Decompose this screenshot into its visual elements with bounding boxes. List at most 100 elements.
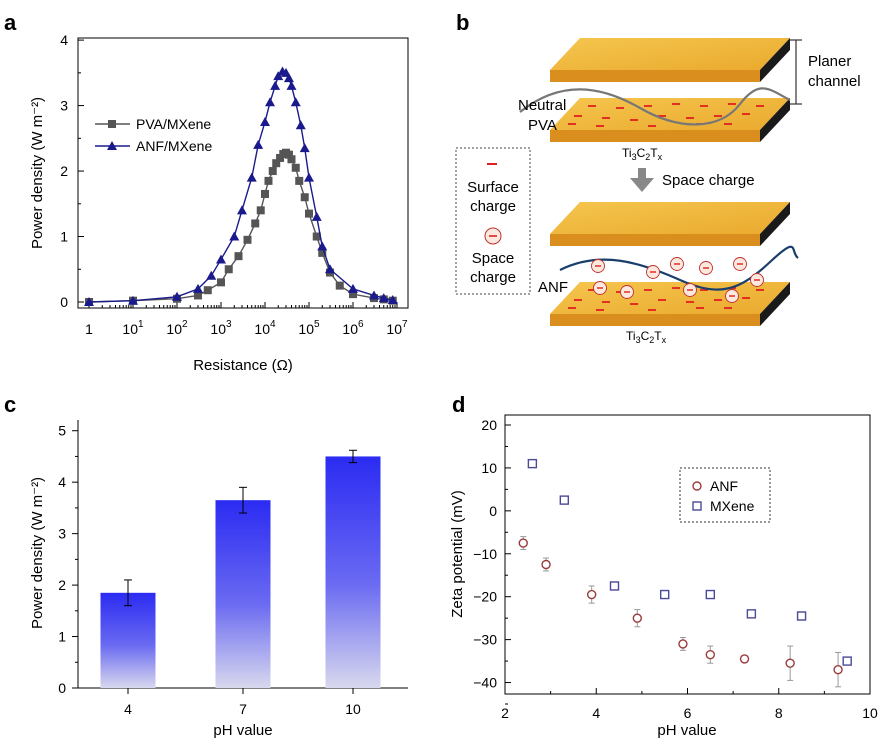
data-point-triangle [387,295,398,305]
x-tick-label: 10 [862,705,878,721]
bar-7 [215,500,271,688]
chart-a-xlabel: Resistance (Ω) [193,357,293,374]
x-tick-exponent: 7 [402,319,408,330]
data-point-square [217,278,225,287]
data-point-triangle [286,80,297,90]
data-point-triangle [378,293,389,303]
legend-marker-square [692,501,702,511]
data-point-triangle [206,270,217,280]
data-point-square [746,609,757,619]
data-point-square [203,286,212,295]
data-point-triangle [368,290,379,300]
y-tick-label: 2 [58,577,66,593]
y-tick-label: 0 [58,680,66,696]
y-tick-label: 1 [60,229,68,245]
y-tick-label: 1 [58,629,66,645]
chart-d-series [518,458,852,688]
y-tick-label: 5 [58,423,66,439]
legend-marker-triangle [107,141,117,150]
data-point-square [291,163,300,172]
data-point-square [305,209,313,218]
chart-a-series [84,66,398,306]
data-point-triangle [253,139,264,149]
x-tick-label: 7 [239,701,247,717]
x-tick-label: 102 [166,319,188,337]
x-tick-label: 4 [124,701,132,717]
data-point-triangle [236,205,247,215]
data-point-circle [518,538,528,548]
data-point-triangle [295,120,306,130]
y-tick-label: 4 [58,474,66,490]
data-point-circle [541,559,551,570]
y-tick-label: 10 [481,460,497,476]
y-tick-label: 4 [60,32,68,48]
panel-label-c: c [4,392,16,417]
legend-surface-1: Surface [467,179,519,196]
data-point-square [335,281,344,290]
data-point-square [705,589,716,600]
x-tick-exponent: 6 [358,319,364,330]
bar-10 [325,456,381,688]
y-tick-label: −40 [473,675,497,691]
y-tick-label: 0 [60,294,68,310]
y-tick-label: 20 [481,417,497,433]
data-point-square [287,155,296,164]
schematic-legend: Surface charge Space charge [455,147,531,295]
data-point-square [559,495,570,505]
legend-space-1: Space [472,250,515,267]
legend-space-2: charge [470,269,516,286]
x-tick-label: 104 [254,319,276,337]
chart-c-ylabel: Power density (W m⁻²) [29,477,46,629]
data-point-square [193,291,202,300]
data-point-triangle [324,264,335,274]
series-line-PVA/MXene [88,151,393,303]
x-tick-label: 10 [345,701,361,717]
surface-charges-upper [568,103,764,127]
chart-d-ylabel: Zeta potential (mV) [449,490,466,618]
data-point-square [527,458,538,469]
data-point-circle [705,649,716,660]
data-point-circle [785,658,795,668]
panel-label-b: b [456,10,469,35]
data-point-triangle [348,283,358,293]
data-point-square [318,248,327,257]
legend-label: PVA/MXene [136,116,211,132]
data-point-circle [833,664,843,675]
y-tick-label: 2 [60,163,68,179]
data-point-square [284,150,293,159]
data-point-triangle [283,73,294,83]
panel-label-d: d [452,392,465,417]
chart-d-frame [504,414,871,695]
data-point-square [295,176,304,185]
legend-label: MXene [710,498,755,514]
label-anf: ANF [538,279,568,296]
data-point-circle [632,613,643,623]
anf-chain [559,245,799,291]
data-point-square [842,656,852,666]
bar-4 [100,592,156,688]
data-point-triangle [304,172,314,182]
series-line-ANF/MXene [88,70,393,303]
data-point-triangle [172,291,182,301]
chart-c-bars [100,449,381,688]
label-neutral: Neutral [518,97,566,114]
data-point-square [251,219,260,228]
x-tick-exponent: 3 [226,319,232,330]
data-point-square [312,232,321,241]
data-point-square [659,589,670,600]
label-planer: Planer [808,53,851,70]
x-tick-label: 101 [122,319,144,337]
x-tick-label: 8 [775,705,783,721]
chart-d: 2 4 6 8 10 20 10 0 −10 −20 −30 −40 ANF MXene pH valu… [449,414,878,739]
data-point-square [264,176,273,185]
data-point-triangle [265,97,276,107]
legend-label: ANF/MXene [136,138,212,154]
data-point-triangle [246,172,257,182]
data-point-triangle [273,71,284,81]
y-tick-label: −10 [473,546,497,562]
x-tick-exponent: 5 [314,319,320,330]
data-point-square [300,193,309,202]
chart-c: 0 1 2 3 4 5 4 7 10 pH value Power density (W m⁻²… [29,420,408,739]
data-point-triangle [317,241,328,251]
